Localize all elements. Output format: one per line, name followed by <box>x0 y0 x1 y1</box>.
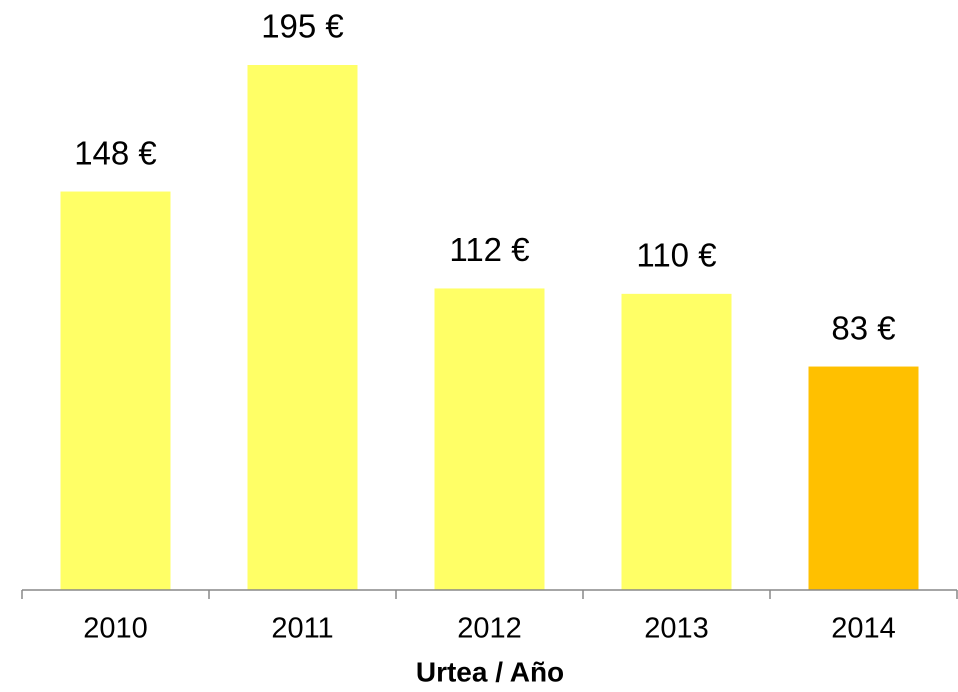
value-label: 148 € <box>74 134 157 171</box>
bar <box>247 65 358 590</box>
value-label: 195 € <box>261 8 344 45</box>
value-label: 83 € <box>831 309 895 346</box>
bar <box>808 366 919 590</box>
x-tick-label: 2013 <box>644 613 709 645</box>
bar <box>434 288 545 590</box>
bar <box>60 191 171 591</box>
value-label: 112 € <box>449 231 529 268</box>
x-tick-label: 2012 <box>457 613 522 645</box>
x-tick-label: 2011 <box>271 613 333 645</box>
value-label: 110 € <box>636 237 716 274</box>
x-tick-label: 2014 <box>831 613 896 645</box>
bar <box>621 293 732 590</box>
x-tick-label: 2010 <box>83 613 148 645</box>
x-axis-label: Urtea / Año <box>416 656 564 687</box>
